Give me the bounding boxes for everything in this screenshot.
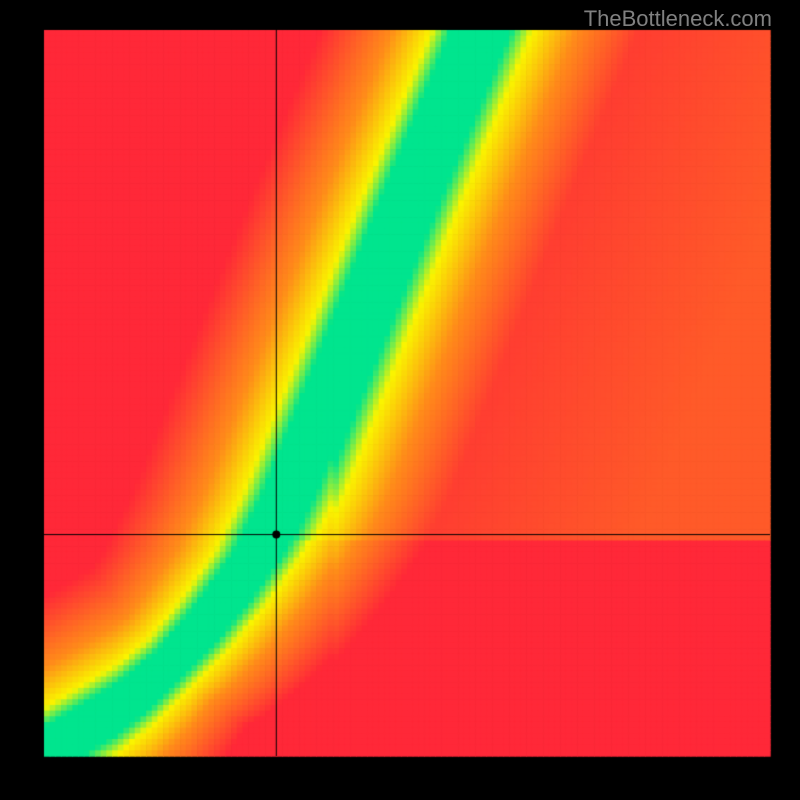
watermark-text: TheBottleneck.com [584, 6, 772, 32]
chart-container: TheBottleneck.com [0, 0, 800, 800]
heatmap-canvas [0, 0, 800, 800]
